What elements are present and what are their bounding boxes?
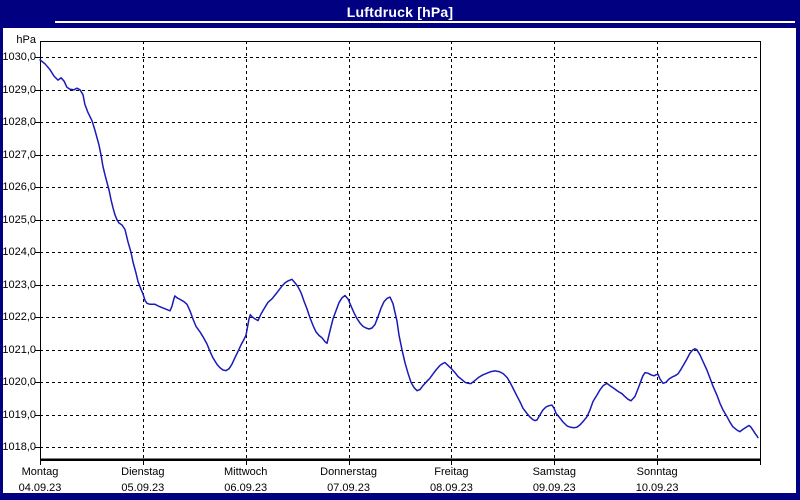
titlebar-highlight-line bbox=[55, 21, 795, 23]
title-bar[interactable]: Luftdruck [hPa] bbox=[0, 0, 800, 28]
y-axis-tick-label: 1027,0 bbox=[2, 148, 36, 161]
y-axis-tick-label: 1018,0 bbox=[2, 441, 36, 454]
day-name: Samstag bbox=[532, 466, 576, 478]
y-axis-tick-label: 1022,0 bbox=[2, 311, 36, 324]
x-axis-day-label: Mittwoch 06.09.23 bbox=[195, 466, 297, 495]
day-name: Donnerstag bbox=[320, 466, 377, 478]
y-axis-tick-label: 1019,0 bbox=[2, 408, 36, 421]
window-border-left bbox=[0, 28, 3, 500]
y-axis-tick-label: 1028,0 bbox=[2, 116, 36, 129]
day-date: 07.09.23 bbox=[327, 482, 370, 494]
pressure-series-line bbox=[39, 59, 759, 439]
day-name: Montag bbox=[21, 466, 59, 478]
y-axis-unit-label: hPa bbox=[16, 34, 36, 46]
window-border-bottom bbox=[0, 493, 800, 500]
day-date: 08.09.23 bbox=[430, 482, 473, 494]
y-axis-tick-label: 1020,0 bbox=[2, 376, 36, 389]
day-date: 10.09.23 bbox=[635, 482, 679, 494]
day-name: Mittwoch bbox=[224, 466, 268, 478]
y-axis-tick-label: 1021,0 bbox=[2, 343, 36, 356]
day-name: Freitag bbox=[434, 466, 469, 478]
x-axis-day-label: Donnerstag 07.09.23 bbox=[298, 466, 400, 495]
y-axis-tick-label: 1026,0 bbox=[2, 181, 36, 194]
x-axis-day-label: Sonntag 10.09.23 bbox=[606, 466, 708, 495]
day-date: 06.09.23 bbox=[224, 482, 268, 494]
y-axis-tick-label: 1030,0 bbox=[2, 51, 36, 64]
x-axis-day-label: Dienstag 05.09.23 bbox=[92, 466, 194, 495]
day-name: Dienstag bbox=[121, 466, 165, 478]
plot-border bbox=[40, 41, 761, 461]
y-axis-tick-label: 1024,0 bbox=[2, 246, 36, 259]
day-date: 05.09.23 bbox=[121, 482, 165, 494]
x-axis-day-label: Freitag 08.09.23 bbox=[400, 466, 502, 495]
y-axis-tick-label: 1029,0 bbox=[2, 83, 36, 96]
x-axis-day-label: Montag 04.09.23 bbox=[0, 466, 91, 495]
day-name: Sonntag bbox=[636, 466, 678, 478]
y-axis-tick-label: 1025,0 bbox=[2, 213, 36, 226]
window-border-right bbox=[796, 28, 800, 500]
window-title: Luftdruck [hPa] bbox=[346, 4, 454, 20]
y-axis-tick-label: 1023,0 bbox=[2, 278, 36, 291]
day-date: 04.09.23 bbox=[18, 482, 62, 494]
x-axis-day-label: Samstag 09.09.23 bbox=[503, 466, 605, 495]
day-date: 09.09.23 bbox=[532, 482, 576, 494]
